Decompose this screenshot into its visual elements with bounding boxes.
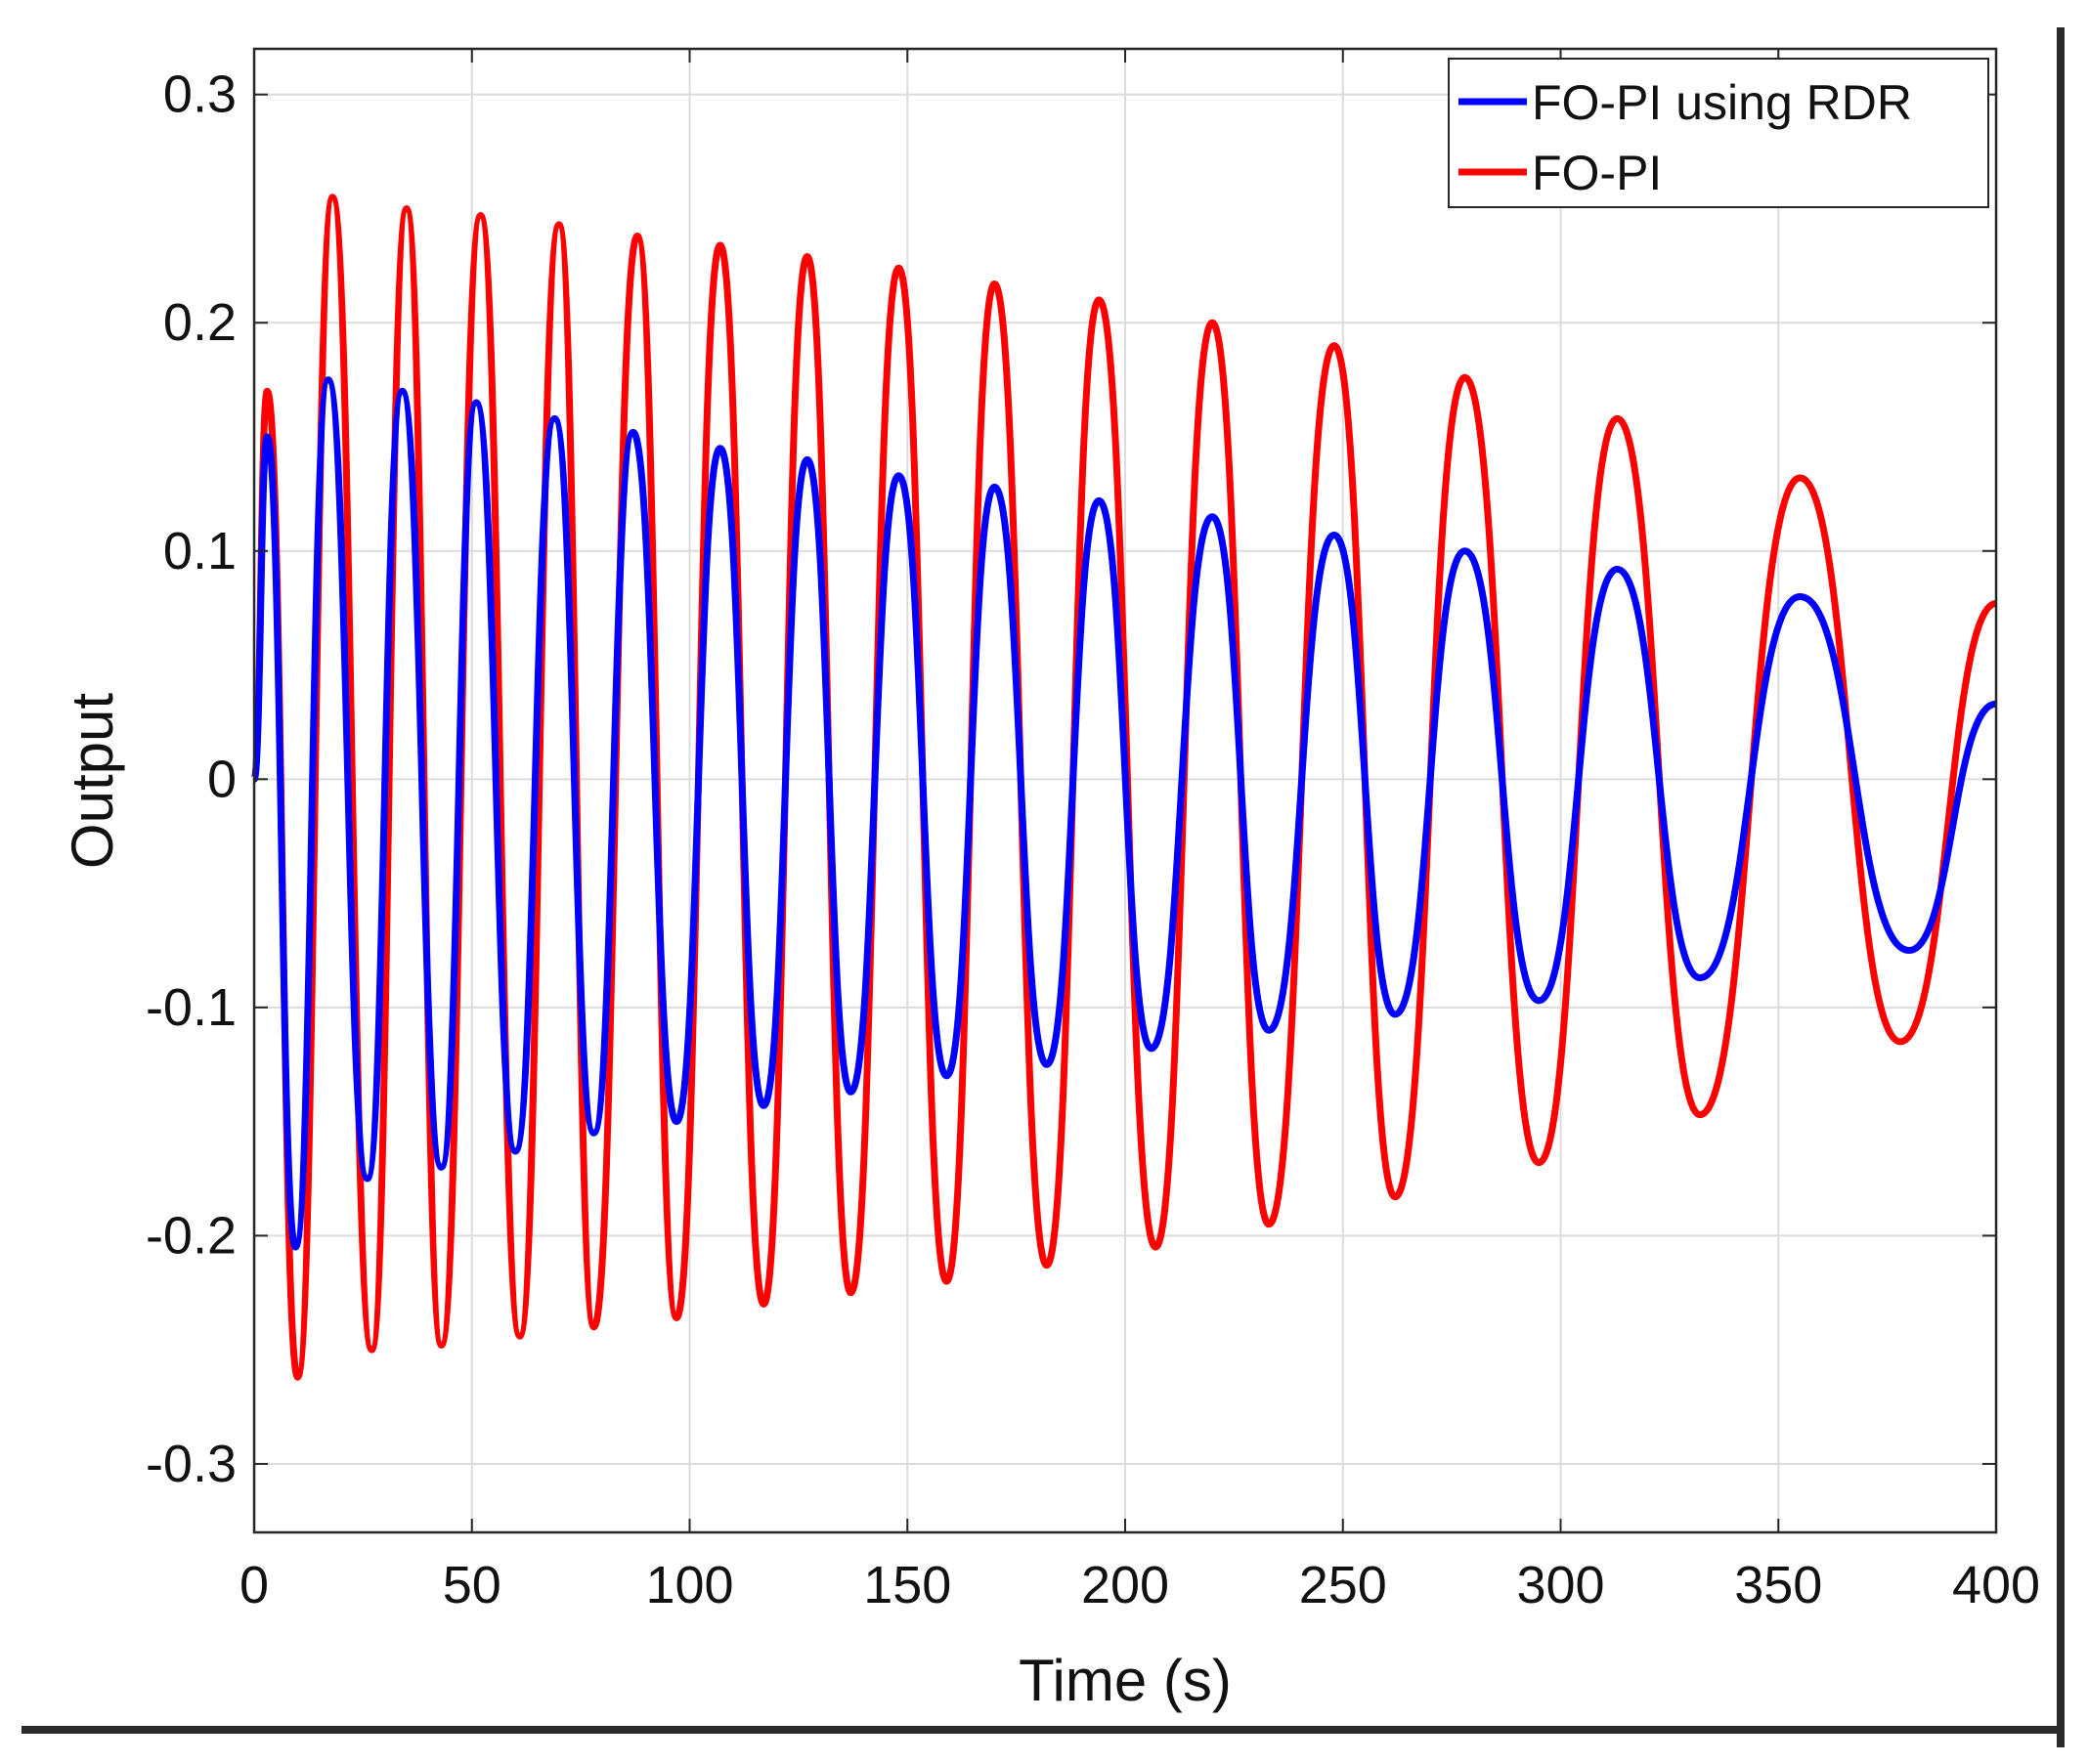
legend-entry-fo-pi-using-rdr: FO-PI using RDR	[1532, 75, 1912, 130]
x-tick-label: 300	[1516, 1556, 1604, 1614]
figure-frame-bottom	[22, 1726, 2065, 1734]
y-tick-label: 0.2	[163, 293, 237, 352]
x-axis-label: Time (s)	[1019, 1648, 1232, 1713]
legend-entry-fo-pi: FO-PI	[1532, 146, 1662, 200]
y-tick-label: -0.1	[146, 978, 237, 1037]
y-tick-label: 0	[207, 750, 237, 808]
tick-marks	[253, 49, 1997, 1532]
y-tick-label: 0.3	[163, 65, 237, 124]
series-line-fo-pi-using-rdr	[250, 376, 1997, 1251]
x-tick-label: 0	[239, 1556, 269, 1614]
legend: FO-PI using RDR FO-PI	[1448, 58, 1989, 208]
y-axis-label: Output	[60, 693, 125, 869]
x-tick-label: 200	[1081, 1556, 1169, 1614]
x-tick-labels: 0 50 100 150 200 250 300 350 400	[239, 1556, 2040, 1614]
y-tick-label: 0.1	[163, 522, 237, 581]
y-tick-label: -0.2	[146, 1206, 237, 1265]
x-tick-label: 350	[1734, 1556, 1822, 1614]
y-tick-labels: 0.3 0.2 0.1 0 -0.1 -0.2 -0.3	[146, 65, 237, 1493]
figure-frame-right	[2057, 27, 2065, 1747]
y-tick-label: -0.3	[146, 1435, 237, 1493]
x-tick-label: 50	[443, 1556, 501, 1614]
x-tick-label: 100	[645, 1556, 733, 1614]
x-tick-label: 400	[1952, 1556, 2040, 1614]
x-tick-label: 250	[1299, 1556, 1387, 1614]
legend-box	[1448, 58, 1989, 208]
series-layer	[250, 194, 1998, 1381]
x-tick-label: 150	[863, 1556, 951, 1614]
